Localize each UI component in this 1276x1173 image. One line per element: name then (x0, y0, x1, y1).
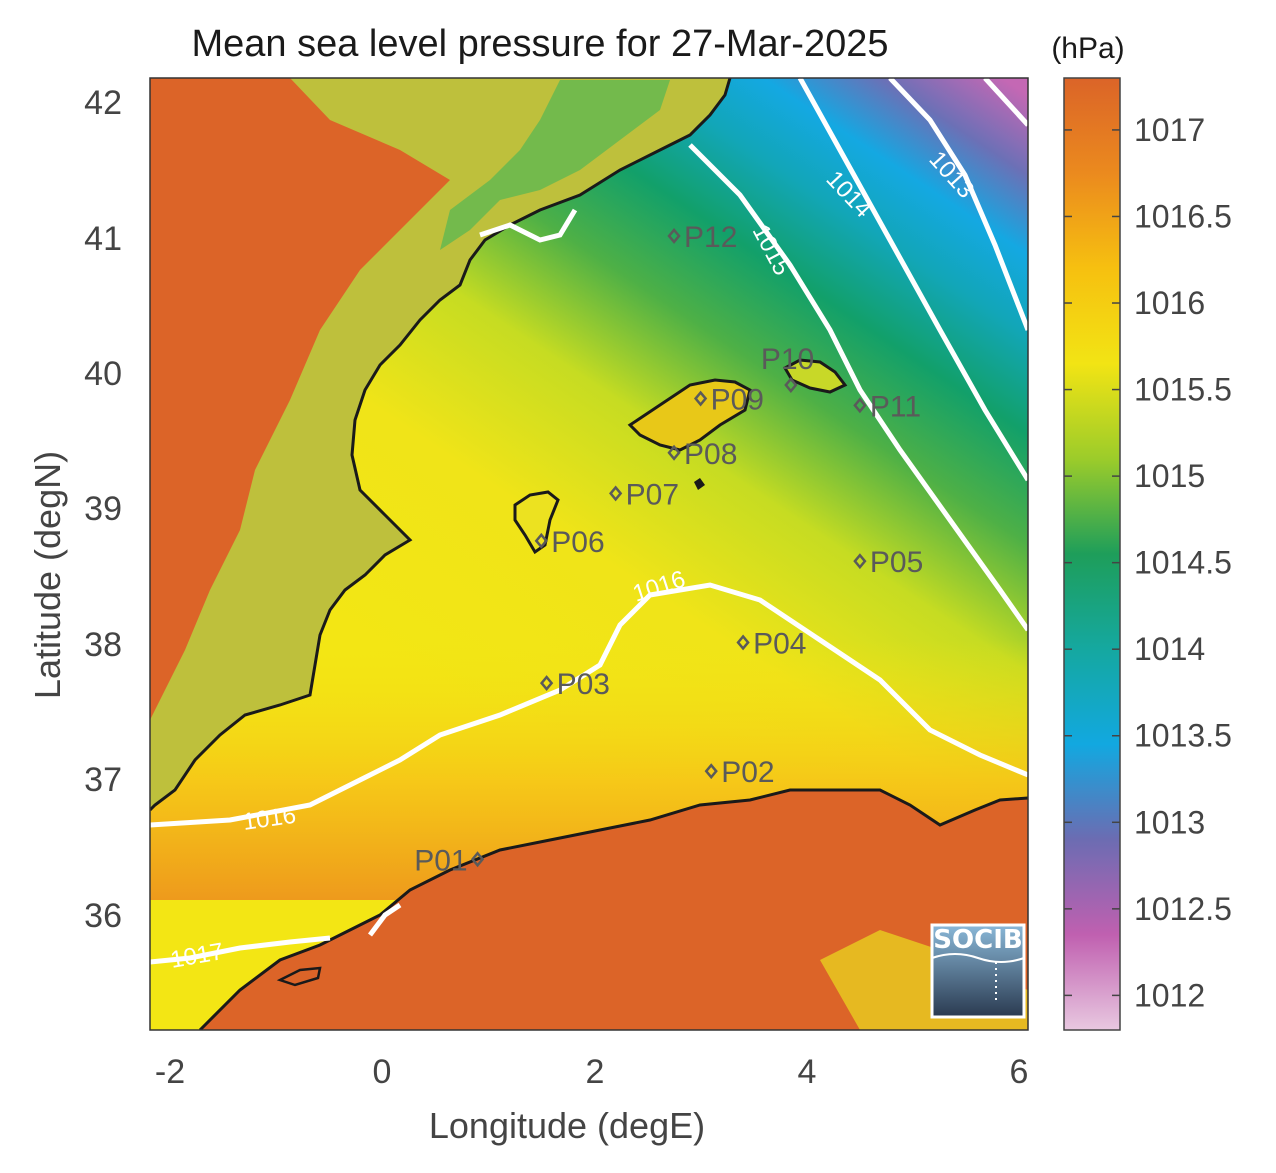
ibiza-island (515, 492, 558, 552)
station-label-p02: P02 (721, 756, 774, 789)
y-tick-label: 41 (84, 220, 122, 258)
x-tick-label: 2 (586, 1053, 605, 1091)
x-tick-label: -2 (155, 1053, 185, 1091)
isobar-1013 (888, 78, 1028, 331)
colorbar-tick-label: 1013 (1134, 804, 1205, 840)
y-tick-label: 37 (84, 761, 122, 799)
station-marker-p08 (667, 444, 681, 461)
station-label-p06: P06 (551, 526, 604, 559)
africa-land (150, 790, 1028, 1030)
colorbar-tick-label: 1012.5 (1134, 891, 1232, 927)
station-label-p05: P05 (870, 546, 923, 579)
isobar-1016 (150, 582, 1028, 828)
colorbar-tick-label: 1014 (1134, 631, 1205, 667)
colorbar-ticks: 1017 1016.5 1016 1015.5 1015 1014.5 1014 1013.5… (1064, 112, 1232, 1013)
colorbar-tick-label: 1015.5 (1134, 372, 1232, 408)
station-label-p10: P10 (761, 343, 814, 376)
colorbar-tick-label: 1012 (1134, 977, 1205, 1013)
isobar-1015-north (479, 208, 578, 243)
ibiza-coastline (513, 490, 560, 555)
mallorca-coastline (627, 378, 752, 452)
units-label: (hPa) (1051, 32, 1124, 65)
station-marker-p10 (784, 377, 798, 393)
y-tick-label: 38 (84, 626, 122, 664)
colorbar-gradient (1063, 77, 1121, 1031)
y-tick-label: 39 (84, 490, 122, 528)
station-label-p12: P12 (684, 221, 737, 254)
colorbar-tick-label: 1015 (1134, 458, 1205, 494)
isobar-1017 (150, 902, 402, 965)
menorca-island (785, 360, 845, 392)
station-marker-p06 (534, 532, 548, 549)
station-marker-p05 (853, 553, 867, 570)
colorbar-tick-label: 1014.5 (1134, 545, 1232, 581)
x-axis-label: Longitude (degE) (429, 1105, 705, 1146)
alboran-islet (276, 966, 322, 987)
station-marker-p07 (609, 485, 623, 502)
station-label-p08: P08 (684, 438, 737, 471)
x-axis: -2 0 2 4 6 Longitude (degE) (155, 1053, 1029, 1146)
isobar-1015 (688, 143, 1028, 632)
map-frame (149, 77, 1029, 1031)
y-axis-label: Latitude (degN) (27, 451, 68, 699)
colorbar-tick-label: 1016 (1134, 285, 1205, 321)
map-plot-area: 1013 1014 1015 1016 1016 1017 P01P02P03P… (150, 78, 1028, 1030)
menorca-coastline (782, 358, 848, 394)
y-axis: 42 41 40 39 38 37 36 Latitude (degN) (27, 84, 122, 935)
station-marker-p02 (704, 763, 718, 780)
cabrera-islet (694, 478, 705, 490)
station-marker-p03 (539, 675, 554, 692)
x-tick-label: 6 (1010, 1053, 1029, 1091)
africa-coastline (198, 788, 1028, 1030)
x-tick-label: 0 (373, 1053, 392, 1091)
station-label-p03: P03 (557, 668, 610, 701)
chart-title: Mean sea level pressure for 27-Mar-2025 (191, 23, 888, 65)
station-marker-p11 (853, 397, 867, 414)
colorbar: 1017 1016.5 1016 1015.5 1015 1014.5 1014 1013.5… (1063, 77, 1232, 1031)
station-marker-p01 (470, 851, 485, 868)
station-marker-p09 (693, 390, 708, 407)
station-marker-p12 (667, 227, 681, 244)
colorbar-tick-label: 1013.5 (1134, 718, 1232, 754)
iberia-coastal-green (440, 80, 670, 250)
isobar-1013-outer (983, 78, 1028, 127)
colorbar-tick-label: 1017 (1134, 112, 1205, 148)
x-tick-label: 4 (798, 1053, 817, 1091)
colorbar-tick-label: 1016.5 (1134, 198, 1232, 234)
isobar-1014 (797, 78, 1028, 482)
station-marker-p04 (736, 634, 750, 651)
y-tick-label: 40 (84, 355, 122, 393)
station-label-p09: P09 (711, 384, 764, 417)
station-label-p04: P04 (753, 627, 806, 660)
iberia-coastline (150, 78, 732, 812)
station-label-p07: P07 (626, 478, 679, 511)
mallorca-island (630, 380, 750, 450)
station-label-p01: P01 (414, 844, 467, 877)
socib-logo-text: SOCIB (933, 925, 1022, 955)
y-tick-label: 42 (84, 84, 122, 122)
y-tick-label: 36 (84, 897, 122, 935)
iberia-coastal-band (150, 78, 730, 810)
station-label-p11: P11 (870, 390, 921, 423)
socib-logo: SOCIB (930, 923, 1026, 1019)
